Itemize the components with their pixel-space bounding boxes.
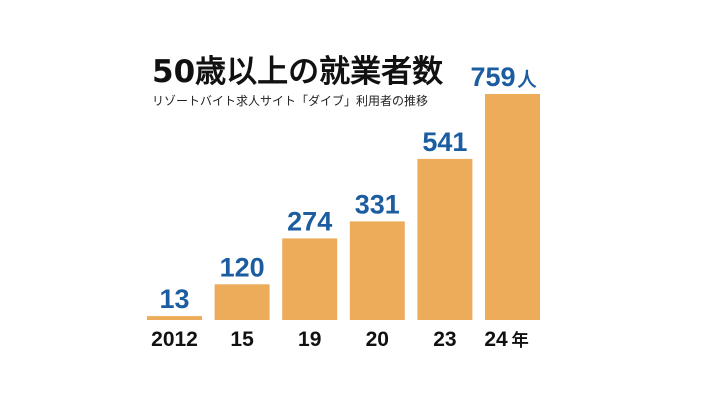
bar-23 xyxy=(417,158,473,320)
category-unit-label: 年 xyxy=(512,330,529,351)
chart-subtitle: リゾートバイト求人サイト「ダイブ」利用者の推移 xyxy=(152,94,429,108)
chart-title: 50歳以上の就業者数 xyxy=(152,54,444,90)
category-label-24: 24 年 xyxy=(484,328,528,351)
value-label-20: 331 xyxy=(355,189,400,219)
category-label-20: 20 xyxy=(366,328,389,351)
bar-20 xyxy=(349,221,405,320)
category-label-15: 15 xyxy=(230,328,254,351)
bar-2012 xyxy=(147,316,202,320)
bar-19 xyxy=(282,238,338,320)
value-label-24: 759 人 xyxy=(470,62,537,92)
value-label-19: 274 xyxy=(287,206,332,236)
bar-15 xyxy=(214,284,270,320)
category-label-19: 19 xyxy=(298,328,321,351)
category-label-2012: 2012 xyxy=(151,328,198,351)
value-label-2012: 13 xyxy=(159,284,189,314)
category-label-23: 23 xyxy=(433,328,456,351)
bar-24 xyxy=(485,94,540,320)
value-label-15: 120 xyxy=(220,252,265,282)
value-label-23: 541 xyxy=(422,127,467,157)
value-unit-label: 人 xyxy=(518,69,538,91)
